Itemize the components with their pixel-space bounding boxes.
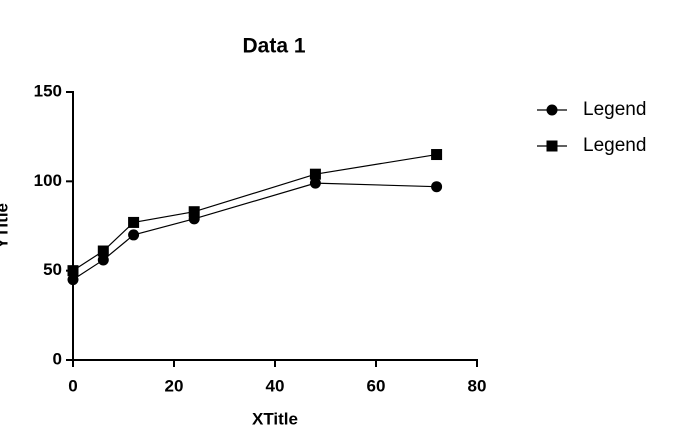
legend-marker	[546, 104, 558, 116]
x-tick-label: 20	[165, 376, 184, 395]
data-point	[67, 265, 79, 277]
data-point	[97, 254, 109, 266]
y-tick-label: 150	[34, 81, 62, 100]
data-point	[188, 206, 200, 218]
y-tick-label: 50	[43, 260, 62, 279]
series-line	[72, 182, 437, 281]
x-tick-label: 60	[367, 376, 386, 395]
data-point	[67, 274, 79, 286]
x-tick-label: 0	[68, 376, 77, 395]
series-line	[72, 153, 437, 272]
x-axis-title: XTitle	[252, 409, 298, 428]
data-point	[309, 168, 321, 180]
legend-label: Legend	[583, 135, 646, 156]
data-point	[128, 229, 140, 241]
legend-marker	[546, 140, 558, 152]
data-point	[431, 181, 443, 193]
x-tick-label: 40	[266, 376, 285, 395]
y-tick-label: 100	[34, 171, 62, 190]
data-point	[97, 245, 109, 257]
data-point	[309, 177, 321, 189]
chart-title: Data 1	[242, 35, 305, 58]
legend-label: Legend	[583, 99, 646, 120]
y-axis-title: YTitle	[0, 203, 11, 249]
data-point	[431, 149, 443, 161]
y-tick-label: 0	[53, 349, 62, 368]
data-point	[128, 216, 140, 228]
x-tick-label: 80	[468, 376, 487, 395]
